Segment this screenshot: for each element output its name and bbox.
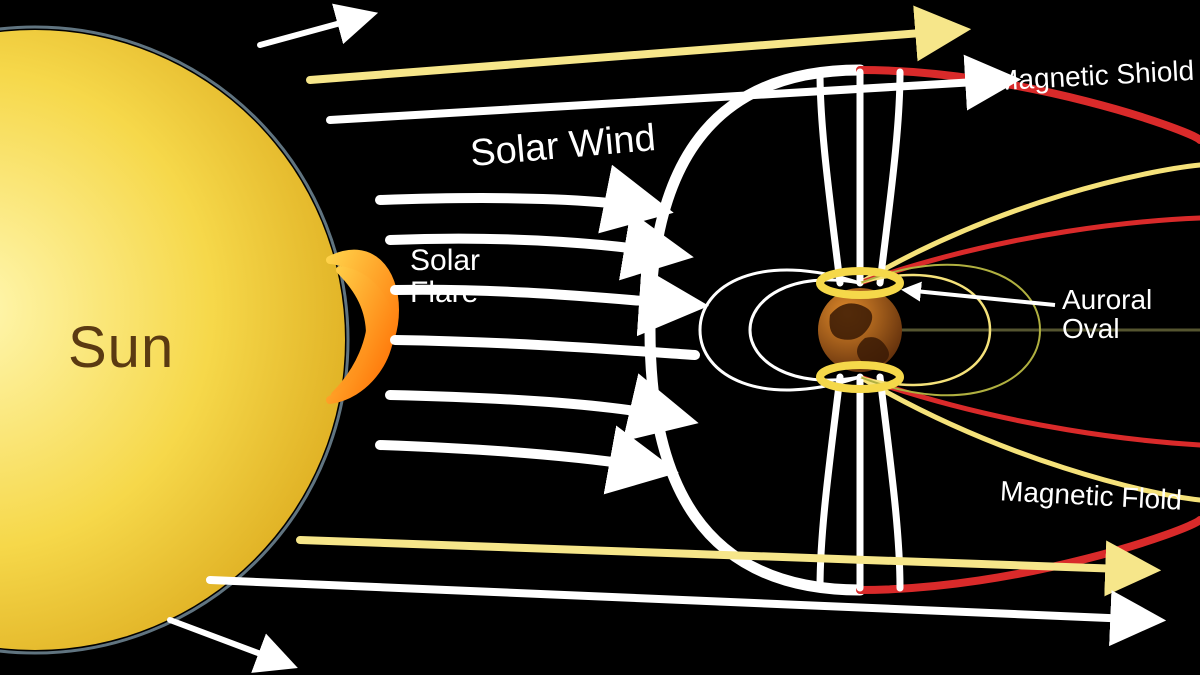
sun — [0, 27, 348, 653]
magnetotail-lines — [860, 165, 1200, 500]
diagram-canvas — [0, 0, 1200, 675]
earth — [818, 288, 902, 372]
